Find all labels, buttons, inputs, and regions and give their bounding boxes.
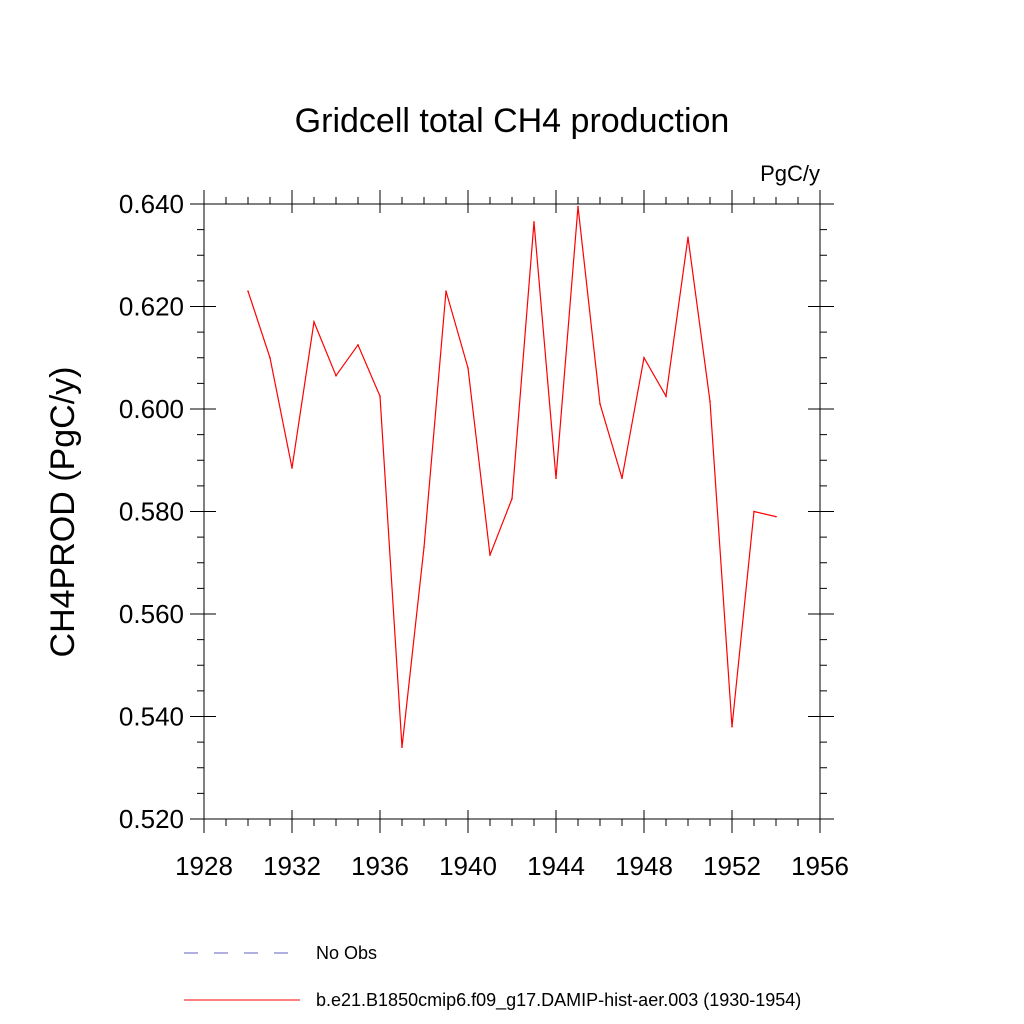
data-point [621, 477, 623, 479]
y-tick-label: 0.540 [119, 702, 184, 732]
data-point [247, 290, 249, 292]
series-line [247, 206, 777, 748]
data-point [709, 400, 711, 403]
data-point [775, 515, 777, 518]
x-tick-label: 1948 [615, 851, 673, 881]
data-point [533, 221, 535, 223]
series-layer [247, 205, 777, 749]
data-point [511, 497, 513, 500]
data-point [313, 321, 315, 323]
data-point [731, 725, 733, 728]
units-label: PgC/y [760, 161, 820, 186]
y-tick-label: 0.580 [119, 497, 184, 527]
chart-title: Gridcell total CH4 production [295, 102, 730, 140]
data-point [753, 510, 755, 513]
data-point [401, 746, 403, 749]
y-tick-label: 0.600 [119, 394, 184, 424]
data-point [445, 290, 447, 292]
x-tick-label: 1936 [351, 851, 409, 881]
data-point [687, 236, 689, 239]
plot-frame [203, 203, 821, 820]
data-point [555, 477, 557, 479]
data-point [379, 395, 381, 397]
x-tick-label: 1944 [527, 851, 585, 881]
y-tick-label: 0.560 [119, 599, 184, 629]
data-point [423, 546, 425, 549]
x-tick-label: 1952 [703, 851, 761, 881]
data-point [577, 205, 579, 208]
data-point [357, 344, 359, 346]
data-point [489, 554, 491, 556]
legend-label: No Obs [316, 943, 377, 963]
axis-ticks: 1928 1932 1936 1940 1944 1948 1952 1956 0.520 0.5… [119, 189, 849, 881]
y-tick-label: 0.640 [119, 189, 184, 219]
legend: No Obs b.e21.B1850cmip6.f09_g17.DAMIP-his… [184, 943, 801, 1011]
data-point [269, 356, 271, 359]
y-tick-label: 0.520 [119, 804, 184, 834]
data-point [599, 403, 601, 405]
data-point [291, 467, 293, 469]
x-tick-label: 1928 [175, 851, 233, 881]
data-point [335, 374, 337, 377]
legend-label: b.e21.B1850cmip6.f09_g17.DAMIP-hist-aer.… [316, 990, 801, 1011]
x-tick-label: 1932 [263, 851, 321, 881]
x-tick-label: 1940 [439, 851, 497, 881]
data-point [467, 367, 469, 369]
y-axis-label: CH4PROD (PgC/y) [44, 367, 82, 658]
x-tick-label: 1956 [791, 851, 849, 881]
data-point [665, 395, 667, 397]
data-point [643, 356, 645, 359]
y-tick-label: 0.620 [119, 292, 184, 322]
